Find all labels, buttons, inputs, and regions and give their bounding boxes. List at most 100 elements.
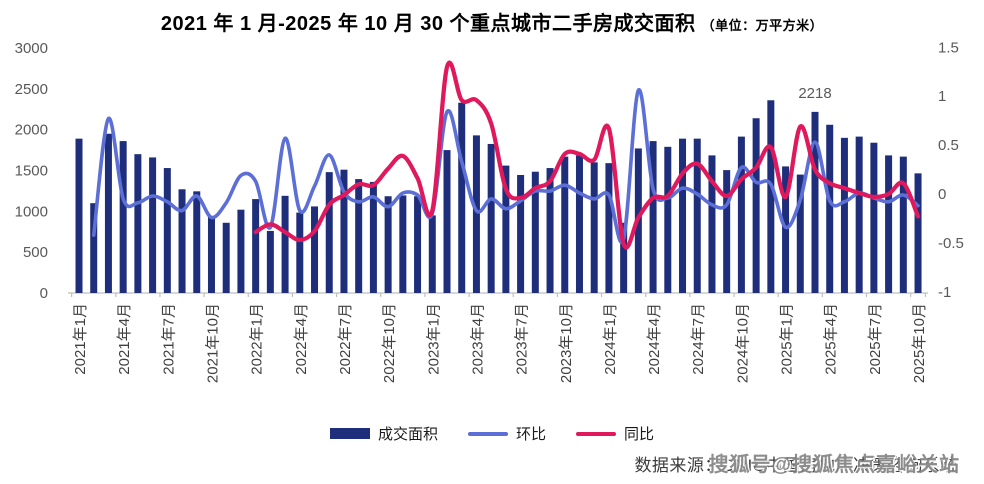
combo-chart: 0 500 1000 1500 2000 2500 3000 -1 -0.5 0 0.5 1 1.5 20… [15, 39, 964, 383]
x-axis-labels: 2021年1月 2021年4月 2021年7月 2021年10月 2022年1月 2022… [72, 303, 928, 383]
left-axis-tick-label: 1500 [15, 163, 48, 180]
legend-item-mom: 环比 [467, 423, 546, 444]
x-axis-tick-label: 2023年4月 [469, 303, 486, 375]
bar [222, 222, 230, 293]
bar [90, 203, 98, 293]
bar [458, 102, 466, 293]
bar [443, 150, 451, 293]
data-source-text: 数据来源：CRIC中国房地产决策咨询系统 [634, 456, 958, 475]
x-axis-tick-label: 2022年10月 [381, 303, 398, 383]
bar [840, 137, 848, 293]
x-axis-tick-label: 2025年4月 [823, 303, 840, 375]
left-axis-tick-label: 2500 [15, 81, 48, 98]
bar [193, 191, 201, 293]
mom-line [91, 88, 920, 244]
x-axis-tick-label: 2024年7月 [690, 303, 707, 375]
legend-label-area: 成交面积 [377, 426, 438, 443]
bar [855, 136, 863, 293]
bar [899, 156, 907, 293]
bar [796, 174, 804, 293]
left-axis-tick-label: 2000 [15, 122, 48, 139]
right-axis-tick-label: -0.5 [938, 235, 964, 252]
bar [693, 138, 701, 293]
bar [237, 209, 245, 293]
bar [723, 170, 731, 293]
x-axis-tick-label: 2023年7月 [514, 303, 531, 375]
chart-title: 2021 年 1 月-2025 年 10 月 30 个重点城市二手房成交面积 （… [0, 7, 984, 36]
bars-series [75, 100, 922, 294]
bar [355, 179, 363, 293]
x-axis-tick-label: 2022年1月 [249, 303, 266, 375]
bar [281, 195, 289, 293]
bar [517, 174, 525, 293]
bar [737, 136, 745, 293]
left-axis-tick-label: 500 [23, 244, 48, 261]
bar [870, 142, 878, 293]
yoy-line-swatch-icon [576, 431, 616, 436]
bar [575, 155, 583, 293]
bar [679, 138, 687, 293]
bar-swatch-icon [329, 428, 370, 439]
legend-label-mom: 环比 [515, 426, 546, 443]
x-axis-tick-label: 2025年7月 [867, 303, 884, 375]
bar [487, 143, 495, 293]
left-axis-tick-label: 1000 [15, 203, 48, 220]
x-axis-tick-label: 2021年10月 [204, 303, 221, 383]
bar [207, 216, 215, 293]
legend-item-area: 成交面积 [329, 423, 438, 444]
bar [134, 154, 142, 293]
bar [914, 173, 922, 293]
bar [605, 163, 613, 293]
bar [561, 156, 569, 293]
bar [75, 138, 83, 293]
bar [384, 196, 392, 293]
bar [885, 155, 893, 293]
bar [266, 230, 274, 293]
bar [178, 189, 186, 293]
bar [399, 195, 407, 293]
bar [620, 222, 628, 293]
x-axis-tick-label: 2024年1月 [602, 303, 619, 375]
bar [811, 111, 819, 293]
x-axis-tick-label: 2023年1月 [425, 303, 442, 375]
right-axis-tick-label: 0 [938, 186, 946, 203]
bar [163, 168, 171, 293]
legend-label-yoy: 同比 [624, 426, 655, 443]
bar-value-annotation: 2218 [798, 85, 831, 102]
x-axis-tick-label: 2022年4月 [293, 303, 310, 375]
x-axis-tick-label: 2025年1月 [779, 303, 796, 375]
right-axis-tick-label: 1.5 [938, 39, 959, 56]
bar [767, 100, 775, 294]
right-axis-labels: -1 -0.5 0 0.5 1 1.5 [938, 39, 964, 301]
bar [546, 168, 554, 293]
x-axis-tick-label: 2022年7月 [337, 303, 354, 375]
bar [149, 157, 157, 293]
bar [369, 181, 377, 293]
bar [325, 172, 333, 293]
bar [590, 162, 598, 293]
left-axis-labels: 0 500 1000 1500 2000 2500 3000 [15, 40, 48, 302]
bar [502, 165, 510, 293]
bar [414, 196, 422, 293]
mom-line-swatch-icon [467, 431, 508, 436]
bar [296, 212, 304, 293]
x-axis-tick-label: 2021年1月 [72, 303, 89, 375]
right-axis-tick-label: 0.5 [938, 137, 959, 154]
legend-item-yoy: 同比 [576, 423, 654, 444]
left-axis-tick-label: 0 [40, 285, 48, 302]
x-axis-tick-label: 2024年4月 [646, 303, 663, 375]
bar [340, 169, 348, 293]
x-axis-tick-label: 2021年7月 [160, 303, 177, 375]
bar [472, 135, 480, 293]
bar [104, 133, 112, 293]
chart-title-unit: （单位：万平方米） [701, 18, 824, 33]
bar [531, 171, 539, 293]
legend: 成交面积 环比 同比 [0, 423, 984, 444]
bar [649, 141, 657, 293]
right-axis-tick-label: -1 [938, 284, 951, 301]
yoy-line [253, 60, 921, 250]
x-axis-tick-label: 2024年10月 [734, 303, 751, 383]
bar [119, 141, 127, 293]
bar [708, 155, 716, 293]
chart-title-text: 2021 年 1 月-2025 年 10 月 30 个重点城市二手房成交面积 [160, 13, 696, 35]
